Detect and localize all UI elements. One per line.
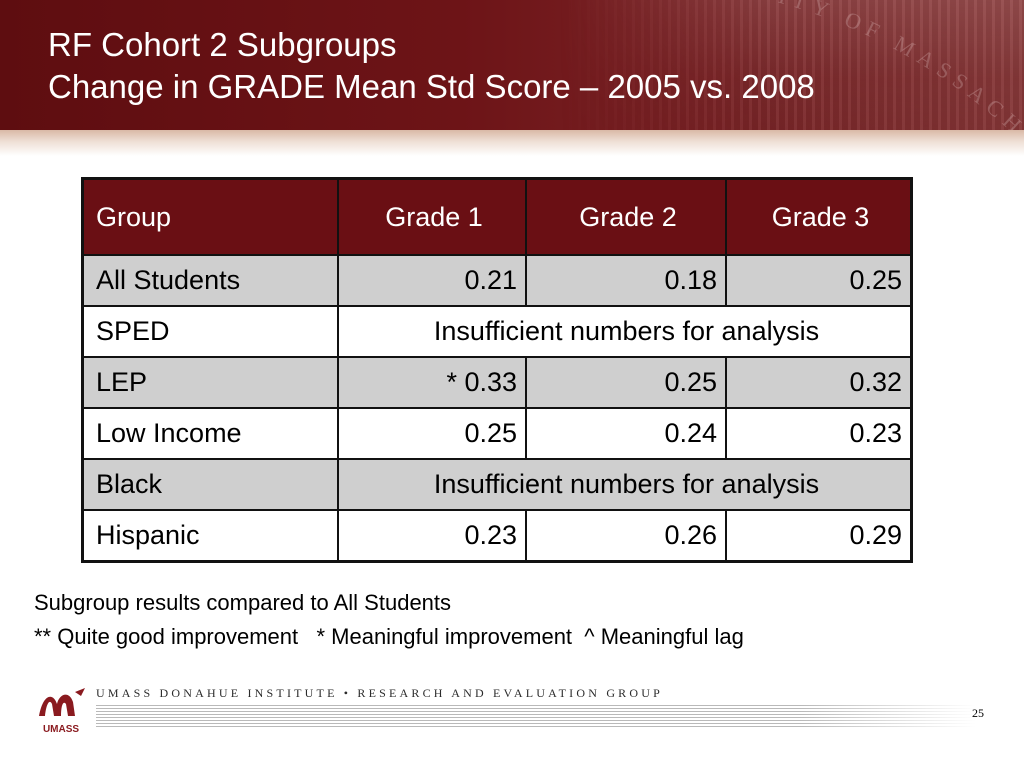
results-table: Group Grade 1 Grade 2 Grade 3 All Studen… [81,177,913,563]
cell-grade-2: 0.24 [525,407,727,460]
header-building-photo [560,0,1024,130]
table-row: All Students 0.21 0.18 0.25 [81,254,913,307]
footer-rule [96,705,976,727]
cell-grade-3: 0.29 [725,509,913,563]
title-line-2: Change in GRADE Mean Std Score – 2005 vs… [48,68,815,105]
svg-text:UMASS: UMASS [43,724,79,734]
row-group-label: SPED [81,305,339,358]
row-group-label: Low Income [81,407,339,460]
title-line-1: RF Cohort 2 Subgroups [48,26,397,63]
cell-grade-3: 0.32 [725,356,913,409]
footer-organization: UMASS DONAHUE INSTITUTE • RESEARCH AND E… [96,686,663,700]
header-shadow [0,130,1024,156]
page-number: 25 [972,706,984,720]
header-band: UNIVERSITY OF MASSACHUSETTS RF Cohort 2 … [0,0,1024,130]
cell-grade-2: 0.25 [525,356,727,409]
header-grade-3: Grade 3 [725,177,913,256]
header-grade-2: Grade 2 [525,177,727,256]
cell-grade-2: 0.18 [525,254,727,307]
row-group-label: Black [81,458,339,511]
table-row: Hispanic 0.23 0.26 0.29 [81,509,913,563]
cell-grade-1: * 0.33 [337,356,527,409]
table-row: Black Insufficient numbers for analysis [81,458,913,511]
note-comparison: Subgroup results compared to All Student… [34,590,452,615]
table-row: Low Income 0.25 0.24 0.23 [81,407,913,460]
cell-grade-1: 0.21 [337,254,527,307]
cell-grade-2: 0.26 [525,509,727,563]
table-header-row: Group Grade 1 Grade 2 Grade 3 [81,177,913,256]
umass-logo: UMASS [35,686,87,734]
row-group-label: All Students [81,254,339,307]
cell-grade-3: 0.25 [725,254,913,307]
table-notes: Subgroup results compared to All Student… [34,586,994,654]
cell-grade-1: 0.25 [337,407,527,460]
cell-grade-3: 0.23 [725,407,913,460]
cell-grade-1: 0.23 [337,509,527,563]
table-row: SPED Insufficient numbers for analysis [81,305,913,358]
header-group: Group [81,177,339,256]
university-seal-watermark: UNIVERSITY OF MASSACHUSETTS [560,0,1024,130]
table-row: LEP * 0.33 0.25 0.32 [81,356,913,409]
slide-title: RF Cohort 2 Subgroups Change in GRADE Me… [48,24,988,108]
cell-insufficient-note: Insufficient numbers for analysis [337,458,913,511]
cell-insufficient-note: Insufficient numbers for analysis [337,305,913,358]
row-group-label: LEP [81,356,339,409]
row-group-label: Hispanic [81,509,339,563]
header-grade-1: Grade 1 [337,177,527,256]
note-legend: ** Quite good improvement * Meaningful i… [34,624,744,649]
